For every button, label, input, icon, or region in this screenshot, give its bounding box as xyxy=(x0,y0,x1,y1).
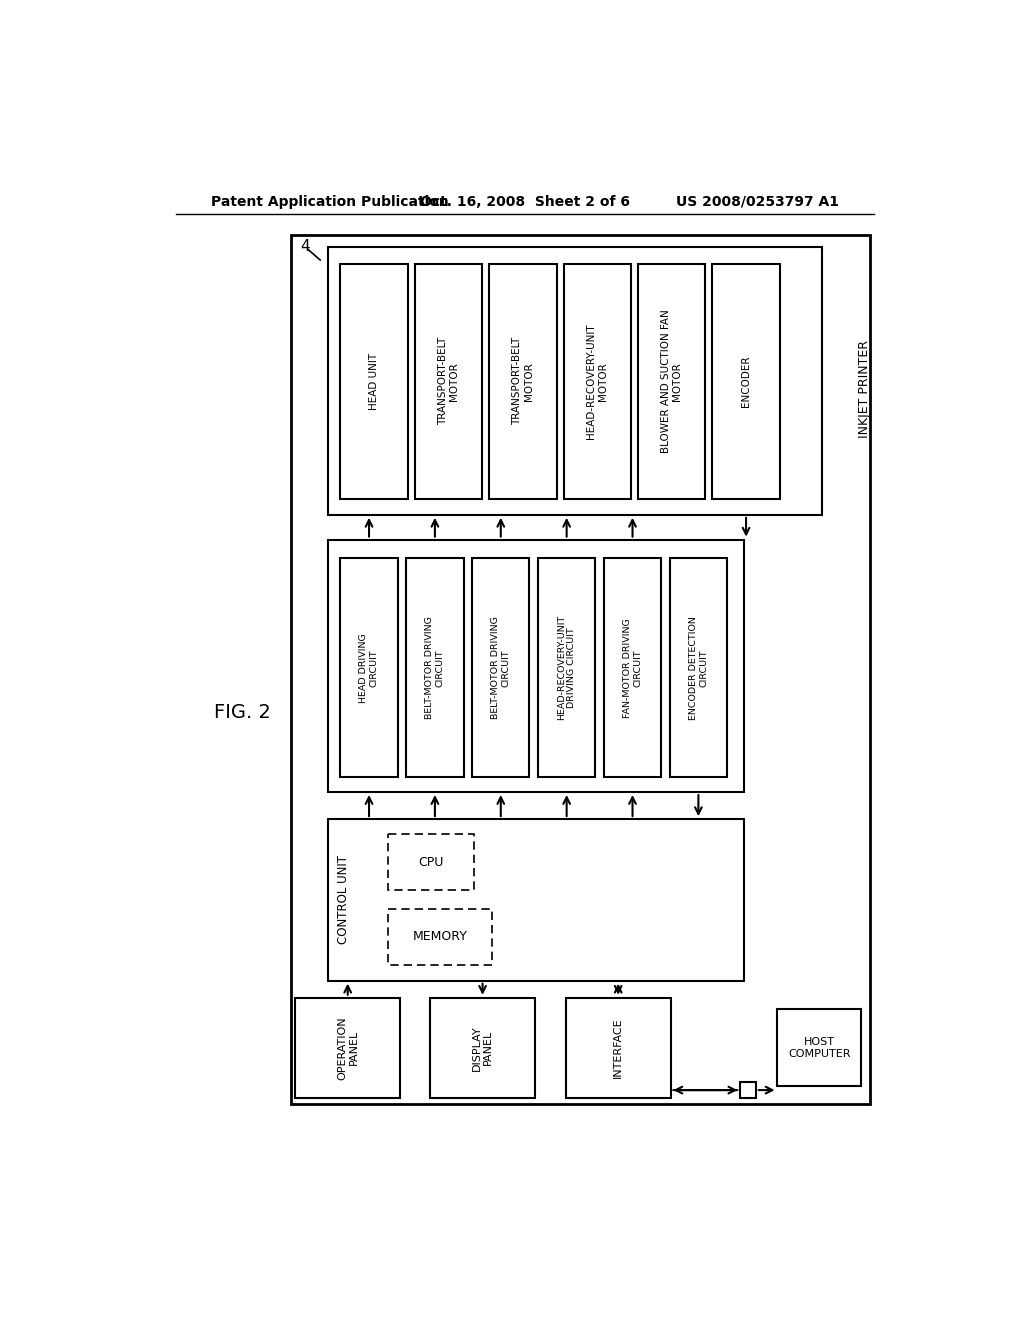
Text: INTERFACE: INTERFACE xyxy=(613,1018,624,1078)
Bar xyxy=(388,909,493,965)
Bar xyxy=(740,1082,756,1098)
Bar xyxy=(340,558,397,777)
Text: 4: 4 xyxy=(300,239,309,253)
Text: TRANSPORT-BELT
MOTOR: TRANSPORT-BELT MOTOR xyxy=(512,337,534,425)
Text: HEAD DRIVING
CIRCUIT: HEAD DRIVING CIRCUIT xyxy=(359,632,379,702)
Text: INKJET PRINTER: INKJET PRINTER xyxy=(858,341,870,438)
Text: FAN-MOTOR DRIVING
CIRCUIT: FAN-MOTOR DRIVING CIRCUIT xyxy=(623,618,642,718)
Bar xyxy=(295,998,400,1098)
Bar xyxy=(430,998,535,1098)
Bar xyxy=(388,834,474,890)
Text: Patent Application Publication: Patent Application Publication xyxy=(211,194,449,209)
Bar xyxy=(713,264,779,499)
Bar xyxy=(415,264,482,499)
Text: BLOWER AND SUCTION FAN
MOTOR: BLOWER AND SUCTION FAN MOTOR xyxy=(660,309,682,453)
Bar xyxy=(472,558,529,777)
Bar xyxy=(777,1010,861,1086)
Text: BELT-MOTOR DRIVING
CIRCUIT: BELT-MOTOR DRIVING CIRCUIT xyxy=(425,616,444,719)
Bar xyxy=(489,264,557,499)
Text: DISPLAY
PANEL: DISPLAY PANEL xyxy=(472,1024,494,1071)
Text: US 2008/0253797 A1: US 2008/0253797 A1 xyxy=(676,194,839,209)
Text: ENCODER: ENCODER xyxy=(741,355,751,407)
Text: FIG. 2: FIG. 2 xyxy=(214,704,271,722)
Bar xyxy=(328,818,744,981)
Bar xyxy=(407,558,464,777)
Bar xyxy=(563,264,631,499)
Bar xyxy=(604,558,662,777)
Bar xyxy=(328,540,744,792)
Bar xyxy=(291,235,870,1104)
Text: HEAD-RECOVERY-UNIT
MOTOR: HEAD-RECOVERY-UNIT MOTOR xyxy=(587,323,608,440)
Text: CONTROL UNIT: CONTROL UNIT xyxy=(337,855,350,944)
Text: HEAD-RECOVERY-UNIT
DRIVING CIRCUIT: HEAD-RECOVERY-UNIT DRIVING CIRCUIT xyxy=(557,615,577,721)
Text: TRANSPORT-BELT
MOTOR: TRANSPORT-BELT MOTOR xyxy=(437,337,459,425)
Bar xyxy=(670,558,727,777)
Text: Oct. 16, 2008  Sheet 2 of 6: Oct. 16, 2008 Sheet 2 of 6 xyxy=(420,194,630,209)
Bar xyxy=(340,264,408,499)
Text: ENCODER DETECTION
CIRCUIT: ENCODER DETECTION CIRCUIT xyxy=(689,616,709,719)
Bar xyxy=(638,264,706,499)
Bar xyxy=(538,558,595,777)
Bar xyxy=(328,247,821,515)
Text: HEAD UNIT: HEAD UNIT xyxy=(369,352,379,411)
Text: HOST
COMPUTER: HOST COMPUTER xyxy=(788,1038,851,1059)
Text: BELT-MOTOR DRIVING
CIRCUIT: BELT-MOTOR DRIVING CIRCUIT xyxy=(492,616,511,719)
Bar xyxy=(566,998,671,1098)
Text: OPERATION
PANEL: OPERATION PANEL xyxy=(337,1016,358,1080)
Text: CPU: CPU xyxy=(419,855,443,869)
Text: MEMORY: MEMORY xyxy=(413,931,467,944)
